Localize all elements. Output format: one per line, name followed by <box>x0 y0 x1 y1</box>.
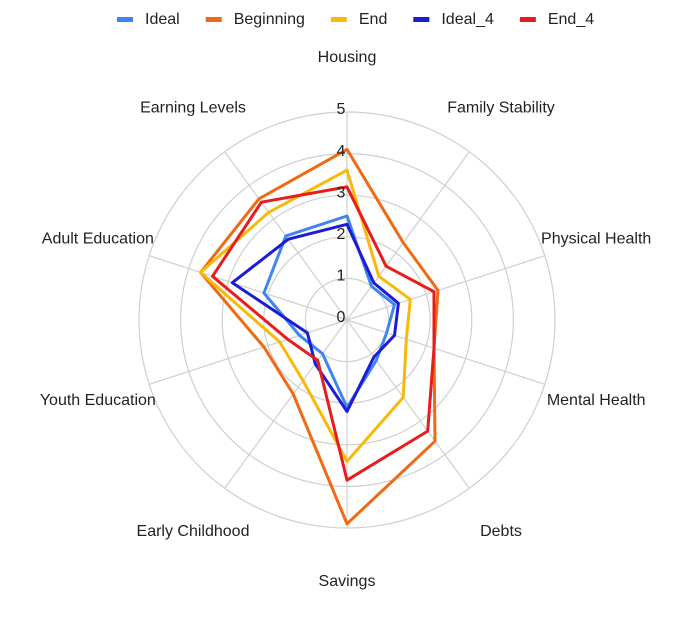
legend-swatch <box>330 17 347 22</box>
spoke <box>224 319 348 489</box>
axis-label: Adult Education <box>42 230 154 247</box>
tick-label: 1 <box>337 268 346 285</box>
legend-label: Beginning <box>234 11 305 28</box>
tick-label: 3 <box>337 184 346 201</box>
legend-swatch <box>413 17 430 22</box>
tick-label: 2 <box>337 226 346 243</box>
series-line <box>230 222 400 413</box>
axis-label: Physical Health <box>541 230 651 247</box>
spoke <box>148 255 348 321</box>
spoke <box>346 255 546 321</box>
legend-label: End <box>359 11 387 28</box>
legend-swatch <box>117 17 133 22</box>
series-line <box>199 168 412 463</box>
legend-label: Ideal <box>145 11 180 28</box>
series-line <box>211 185 436 482</box>
series-line <box>262 214 396 409</box>
axis-label: Earning Levels <box>140 99 246 116</box>
axis-label: Family Stability <box>447 99 555 116</box>
spoke <box>346 151 470 321</box>
spoke <box>346 319 470 489</box>
tick-label: 4 <box>337 143 346 160</box>
axis-label: Youth Education <box>40 392 156 409</box>
axis-label: Debts <box>480 523 522 540</box>
legend-label: Ideal_4 <box>441 11 494 28</box>
spoke <box>346 319 546 385</box>
legend-swatch <box>519 17 536 22</box>
tick-label: 0 <box>337 309 346 326</box>
spoke <box>148 319 348 385</box>
axis-label: Early Childhood <box>137 523 250 540</box>
axis-label: Savings <box>319 573 376 590</box>
series-line <box>199 147 440 526</box>
legend-swatch <box>205 17 222 22</box>
axis-label: Mental Health <box>547 392 646 409</box>
legend-label: End_4 <box>548 11 594 28</box>
tick-label: 5 <box>337 101 346 118</box>
axis-label: Housing <box>318 49 377 66</box>
